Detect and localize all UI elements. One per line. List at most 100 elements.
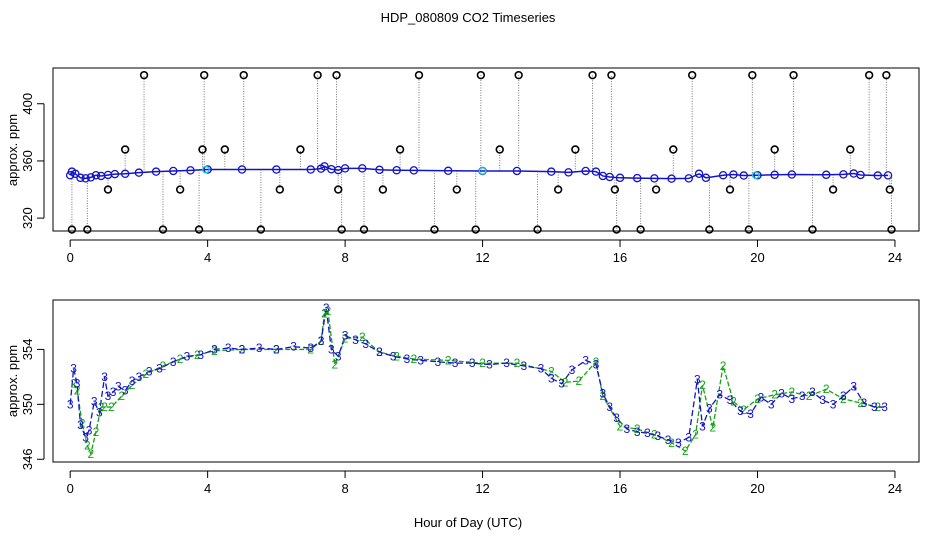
series-3-point: 3 bbox=[819, 393, 826, 407]
series-3-point: 3 bbox=[91, 395, 98, 409]
raw-point bbox=[103, 185, 113, 194]
top-x-tick-label: 12 bbox=[475, 250, 489, 265]
top-panel-frame bbox=[52, 67, 920, 232]
series-2-point: 2 bbox=[93, 425, 100, 439]
series-3-point: 3 bbox=[307, 341, 314, 355]
raw-point bbox=[828, 185, 838, 194]
series-2-point: 2 bbox=[129, 378, 136, 392]
raw-point bbox=[452, 185, 461, 194]
series-3-point: 3 bbox=[256, 341, 263, 355]
co2-point bbox=[91, 170, 101, 180]
series-3-point: 3 bbox=[417, 353, 424, 367]
series-2-point: 2 bbox=[789, 385, 796, 399]
series-2-point: 2 bbox=[410, 352, 417, 366]
series-2-point: 2 bbox=[239, 342, 246, 356]
series-2-point: 2 bbox=[273, 342, 280, 356]
series-3-point: 3 bbox=[82, 430, 89, 444]
x-axis-label: Hour of Day (UTC) bbox=[414, 515, 522, 530]
raw-point bbox=[334, 185, 343, 194]
series-3-point: 3 bbox=[789, 392, 796, 406]
series-3-point: 3 bbox=[170, 355, 177, 369]
series-3-point: 3 bbox=[799, 389, 806, 403]
co2-point bbox=[694, 169, 704, 179]
raw-point bbox=[395, 145, 405, 154]
top-panel: 0 4 8 12 16 20 24 320 360 400 approx. ppm bbox=[5, 67, 920, 265]
co2-point bbox=[873, 171, 883, 180]
co2-accent-point bbox=[751, 171, 760, 180]
series-2-point: 2 bbox=[194, 348, 201, 362]
bottom-x-tick-label: 16 bbox=[613, 481, 627, 496]
series-3-point: 3 bbox=[840, 389, 847, 403]
series-2-point: 2 bbox=[709, 421, 716, 435]
series-2-point: 2 bbox=[593, 355, 600, 369]
co2-point bbox=[203, 165, 212, 174]
bottom-x-tick-label: 12 bbox=[475, 481, 489, 496]
series-2-point: 2 bbox=[771, 388, 778, 402]
series-3-point: 3 bbox=[871, 400, 878, 414]
series-3-point: 3 bbox=[520, 359, 527, 373]
series-3-point: 3 bbox=[558, 377, 565, 391]
series-2-point: 2 bbox=[699, 378, 706, 392]
raw-point bbox=[200, 70, 209, 80]
co2-point bbox=[821, 170, 831, 180]
series-3-point: 3 bbox=[290, 340, 297, 354]
raw-point bbox=[471, 225, 480, 234]
series-2-point: 2 bbox=[318, 334, 325, 348]
series-3-point: 3 bbox=[342, 329, 349, 343]
co2-point bbox=[856, 170, 865, 180]
top-y-tick-label: 320 bbox=[20, 207, 35, 229]
series-2-point: 2 bbox=[177, 352, 184, 366]
series-2-point: 2 bbox=[692, 428, 699, 442]
series-2-point: 2 bbox=[79, 417, 86, 431]
series-3-point: 3 bbox=[538, 362, 545, 376]
co2-point bbox=[615, 173, 625, 183]
bottom-x-tick-label: 0 bbox=[67, 481, 74, 496]
co2-point bbox=[151, 167, 161, 176]
series-2-point: 2 bbox=[359, 330, 366, 344]
series-2-point: 2 bbox=[74, 384, 81, 398]
co2-accent-point bbox=[478, 167, 487, 175]
series-2-point: 2 bbox=[307, 342, 314, 356]
co2-point bbox=[110, 169, 120, 179]
raw-point bbox=[332, 70, 341, 80]
raw-point bbox=[789, 70, 798, 80]
raw-point bbox=[651, 185, 661, 194]
co2-point bbox=[667, 174, 676, 183]
series-3-point: 3 bbox=[335, 349, 342, 363]
series-3-point: 3 bbox=[323, 301, 330, 315]
bottom-y-tick-label: 346 bbox=[20, 448, 35, 470]
series-3-point: 3 bbox=[486, 358, 493, 372]
co2-point bbox=[71, 169, 80, 179]
co2-point bbox=[770, 170, 779, 180]
series-3-point: 3 bbox=[105, 389, 112, 403]
series-2-point: 2 bbox=[548, 364, 555, 378]
series-2-point: 2 bbox=[562, 375, 569, 389]
raw-point bbox=[275, 185, 285, 194]
series-3-point: 3 bbox=[239, 342, 246, 356]
raw-point bbox=[725, 185, 735, 194]
series-3-point: 3 bbox=[376, 345, 383, 359]
co2-point bbox=[739, 171, 748, 180]
raw-point bbox=[610, 185, 620, 194]
series-2-point: 2 bbox=[376, 345, 383, 359]
series-2-point: 2 bbox=[331, 358, 338, 372]
co2-point bbox=[392, 165, 401, 175]
raw-point bbox=[158, 225, 168, 234]
co2-point bbox=[839, 170, 848, 179]
series-2-point: 2 bbox=[874, 400, 881, 414]
series-3-point: 3 bbox=[74, 377, 81, 391]
series-3-point: 3 bbox=[211, 342, 218, 356]
co2-point bbox=[650, 174, 659, 183]
series-3-point: 3 bbox=[452, 356, 459, 370]
bottom-x-tick-label: 4 bbox=[204, 481, 211, 496]
series-3-point: 3 bbox=[861, 396, 868, 410]
raw-point bbox=[194, 225, 204, 234]
series-2-point: 2 bbox=[445, 353, 452, 367]
top-y-axis-label: approx. ppm bbox=[5, 114, 20, 186]
top-x-tick-label: 8 bbox=[341, 250, 348, 265]
co2-point bbox=[237, 165, 247, 174]
series-3-point: 3 bbox=[881, 400, 888, 414]
series-2-point: 2 bbox=[857, 396, 864, 410]
raw-point bbox=[748, 70, 757, 80]
